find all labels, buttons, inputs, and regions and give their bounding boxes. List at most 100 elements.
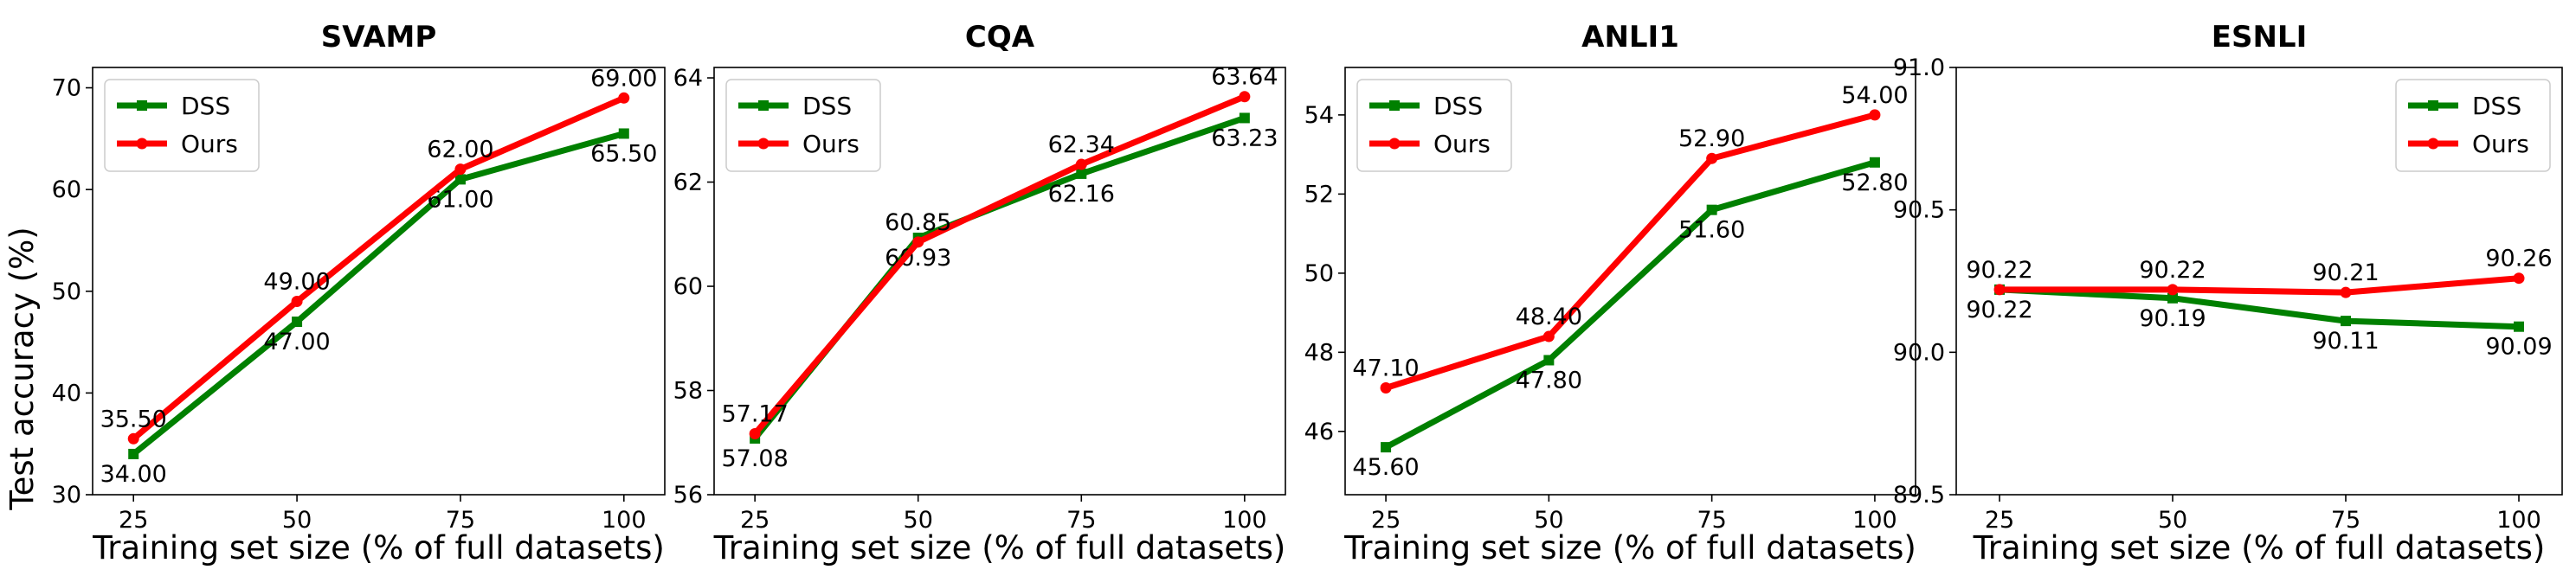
data-point-square <box>1076 168 1087 179</box>
data-point-square <box>454 174 466 185</box>
series-dss: 90.22 90.19 90.11 90.09 <box>1966 284 2553 361</box>
y-tick-label: 62 <box>673 170 703 196</box>
data-point-circle <box>1380 382 1392 394</box>
data-label: 90.22 <box>2139 257 2206 284</box>
data-label: 60.85 <box>885 209 951 236</box>
data-label: 65.50 <box>590 140 657 167</box>
data-label: 90.19 <box>2139 305 2206 332</box>
data-point-circle <box>291 296 303 308</box>
x-tick-label: 50 <box>904 507 933 534</box>
data-label: 47.00 <box>263 329 330 355</box>
x-tick-label: 75 <box>1697 507 1726 534</box>
series-ours: 57.17 60.85 62.34 63.64 <box>721 64 1278 440</box>
legend-label-ours: Ours <box>181 130 238 158</box>
data-point-square <box>2167 292 2178 304</box>
data-point-square <box>1706 204 1717 215</box>
y-tick-label: 48 <box>1304 339 1334 366</box>
chart-title: ESNLI <box>2212 20 2307 54</box>
y-tick-label: 30 <box>52 482 81 509</box>
y-tick-label: 90.0 <box>1893 339 1945 366</box>
data-label: 34.00 <box>100 461 167 488</box>
y-tick-label: 54 <box>1304 102 1334 129</box>
chart-title: CQA <box>965 20 1035 54</box>
x-tick-label: 50 <box>1534 507 1563 534</box>
data-point-circle <box>454 163 467 176</box>
y-tick-label: 52 <box>1304 181 1334 208</box>
y-tick-label: 50 <box>1304 260 1334 287</box>
data-label: 63.64 <box>1211 64 1278 91</box>
x-tick-label: 75 <box>446 507 475 534</box>
x-tick-label: 100 <box>1852 507 1897 534</box>
data-label: 90.21 <box>2312 259 2379 286</box>
y-axis-label: Test accuracy (%) <box>3 227 41 510</box>
data-point-circle <box>2513 272 2525 285</box>
x-tick-label: 25 <box>1371 507 1401 534</box>
data-point-circle <box>749 428 761 440</box>
x-tick-label: 25 <box>119 507 148 534</box>
data-point-square <box>1543 355 1555 366</box>
data-label: 54.00 <box>1841 82 1908 109</box>
y-tick-label: 64 <box>673 65 703 92</box>
legend: DSS Ours <box>2395 79 2551 172</box>
y-tick-label: 60 <box>52 176 81 203</box>
data-label: 45.60 <box>1352 454 1419 481</box>
legend-marker-circle <box>757 138 770 150</box>
data-point-circle <box>1239 91 1251 103</box>
legend-label-dss: DSS <box>1433 92 1483 120</box>
series-line-ours <box>752 93 1246 436</box>
y-tick-label: 56 <box>673 482 703 509</box>
series-ours: 90.22 90.22 90.21 90.26 <box>1966 246 2553 298</box>
x-tick-label: 25 <box>740 507 770 534</box>
legend-label-dss: DSS <box>181 92 230 120</box>
series-line-dss <box>1384 159 1876 451</box>
data-point-square <box>1239 112 1250 124</box>
legend-label-dss: DSS <box>2472 92 2521 120</box>
data-label: 52.90 <box>1678 125 1745 152</box>
data-point-square <box>1381 442 1392 453</box>
y-tick-label: 50 <box>52 278 81 305</box>
x-tick-label: 25 <box>1985 507 2014 534</box>
legend-marker-square <box>1389 100 1400 111</box>
data-point-square <box>618 128 629 139</box>
y-tick-label: 60 <box>673 273 703 300</box>
y-tick-label: 40 <box>52 380 81 406</box>
data-label: 62.34 <box>1048 131 1115 158</box>
legend: DSS Ours <box>1356 79 1512 172</box>
series-line-ours <box>1385 112 1876 391</box>
series-ours: 35.50 49.00 62.00 69.00 <box>100 65 657 445</box>
legend-marker-square <box>758 100 769 111</box>
plot-frame <box>1955 67 2563 496</box>
x-axis-label: Training set size (% of full datasets) <box>92 529 665 566</box>
data-label: 57.08 <box>721 445 788 472</box>
y-tick-label: 46 <box>1304 419 1334 445</box>
legend-marker-square <box>137 100 147 111</box>
data-label: 90.09 <box>2485 334 2552 361</box>
data-label: 52.80 <box>1841 170 1908 196</box>
data-label: 62.16 <box>1048 181 1115 208</box>
data-label: 51.60 <box>1678 217 1745 244</box>
x-tick-label: 100 <box>1222 507 1267 534</box>
series-line-ours <box>131 95 626 441</box>
series-line-dss <box>132 131 625 457</box>
x-tick-label: 100 <box>602 507 647 534</box>
y-tick-label: 89.5 <box>1893 482 1945 509</box>
x-tick-label: 50 <box>282 507 312 534</box>
legend: DSS Ours <box>104 79 260 172</box>
y-tick-label: 58 <box>673 378 703 405</box>
plot-frame <box>713 67 1286 496</box>
legend-label-ours: Ours <box>802 130 860 158</box>
legend-marker-circle <box>2427 138 2439 150</box>
data-point-circle <box>1993 284 2006 296</box>
plot-frame <box>92 67 666 496</box>
data-label: 49.00 <box>263 269 330 296</box>
x-tick-label: 100 <box>2496 507 2541 534</box>
x-tick-label: 75 <box>2331 507 2360 534</box>
data-point-square <box>1869 157 1880 168</box>
data-label: 57.17 <box>721 401 788 428</box>
data-label: 48.40 <box>1516 304 1582 330</box>
data-point-circle <box>2167 284 2179 296</box>
legend-label-ours: Ours <box>1433 130 1491 158</box>
